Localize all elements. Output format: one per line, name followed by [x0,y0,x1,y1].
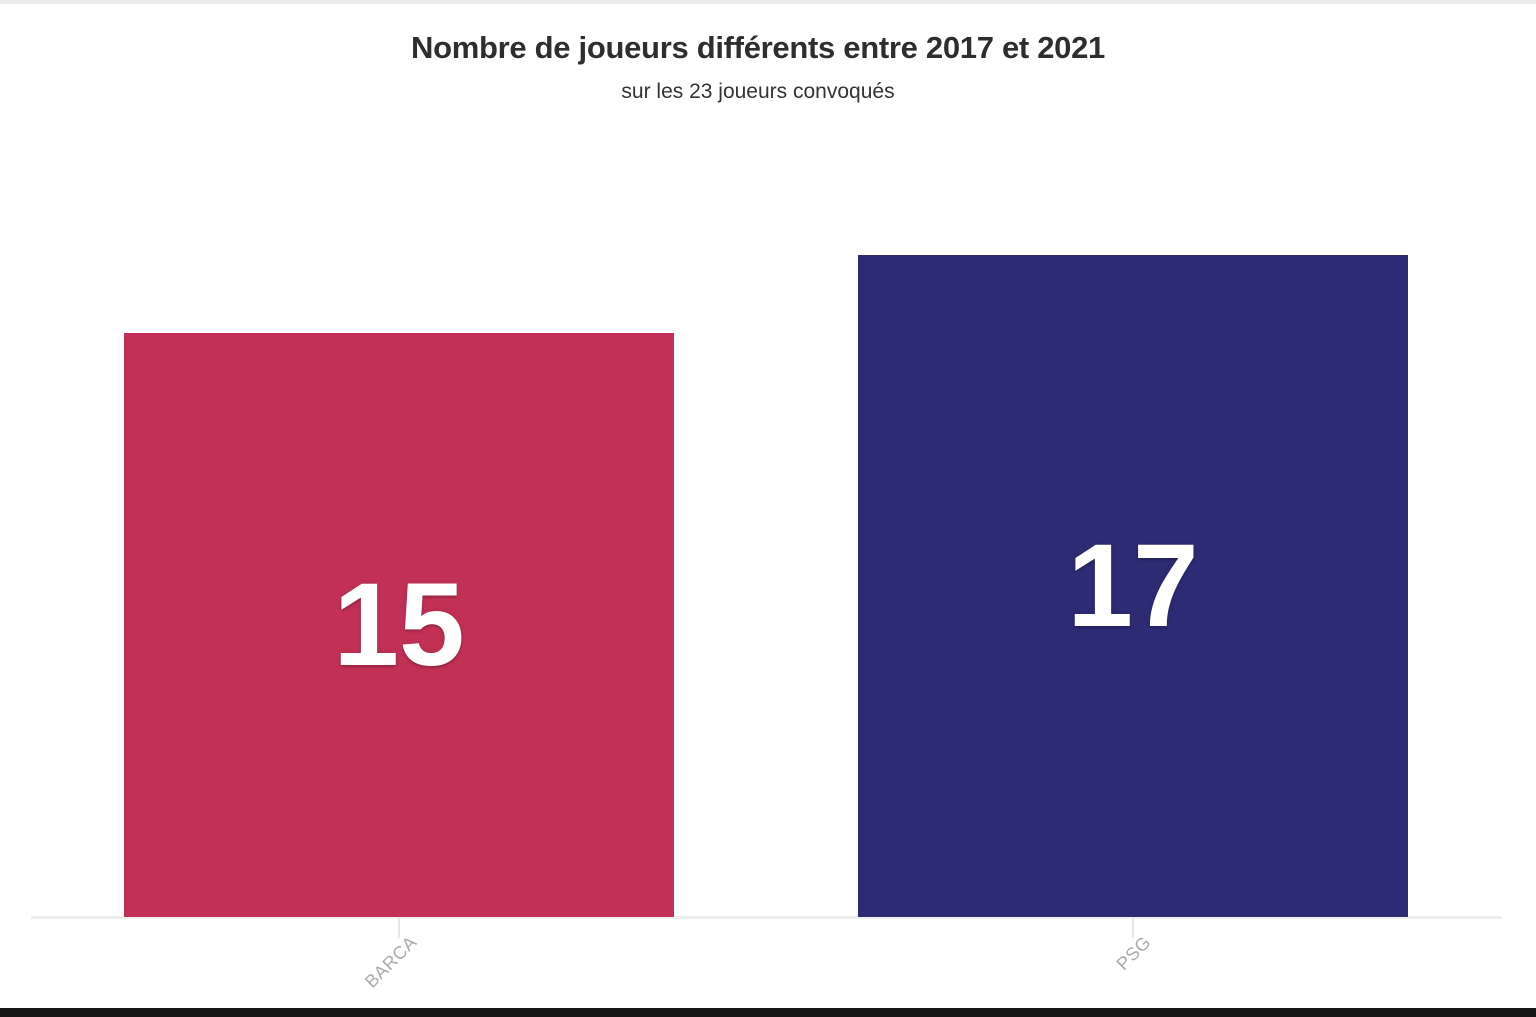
x-axis-label-barca: BARCA [361,932,422,992]
chart-title: Nombre de joueurs différents entre 2017 … [411,30,1105,65]
bar-barca[interactable]: 15 [124,333,674,917]
x-axis-label-psg: PSG [1113,932,1156,975]
bar-value-label-barca: 15 [333,559,465,691]
footer-bar [0,1008,1536,1017]
bar-psg[interactable]: 17 [858,255,1408,917]
chart-subtitle: sur les 23 joueurs convoqués [621,80,895,103]
bar-value-label-psg: 17 [1067,520,1199,652]
x-axis-line [31,916,1502,919]
x-axis-tick-barca [398,917,400,938]
chart-header: Nombre de joueurs différents entre 2017 … [0,30,1516,104]
x-axis-tick-psg [1132,917,1134,938]
top-border-strip [0,0,1536,4]
